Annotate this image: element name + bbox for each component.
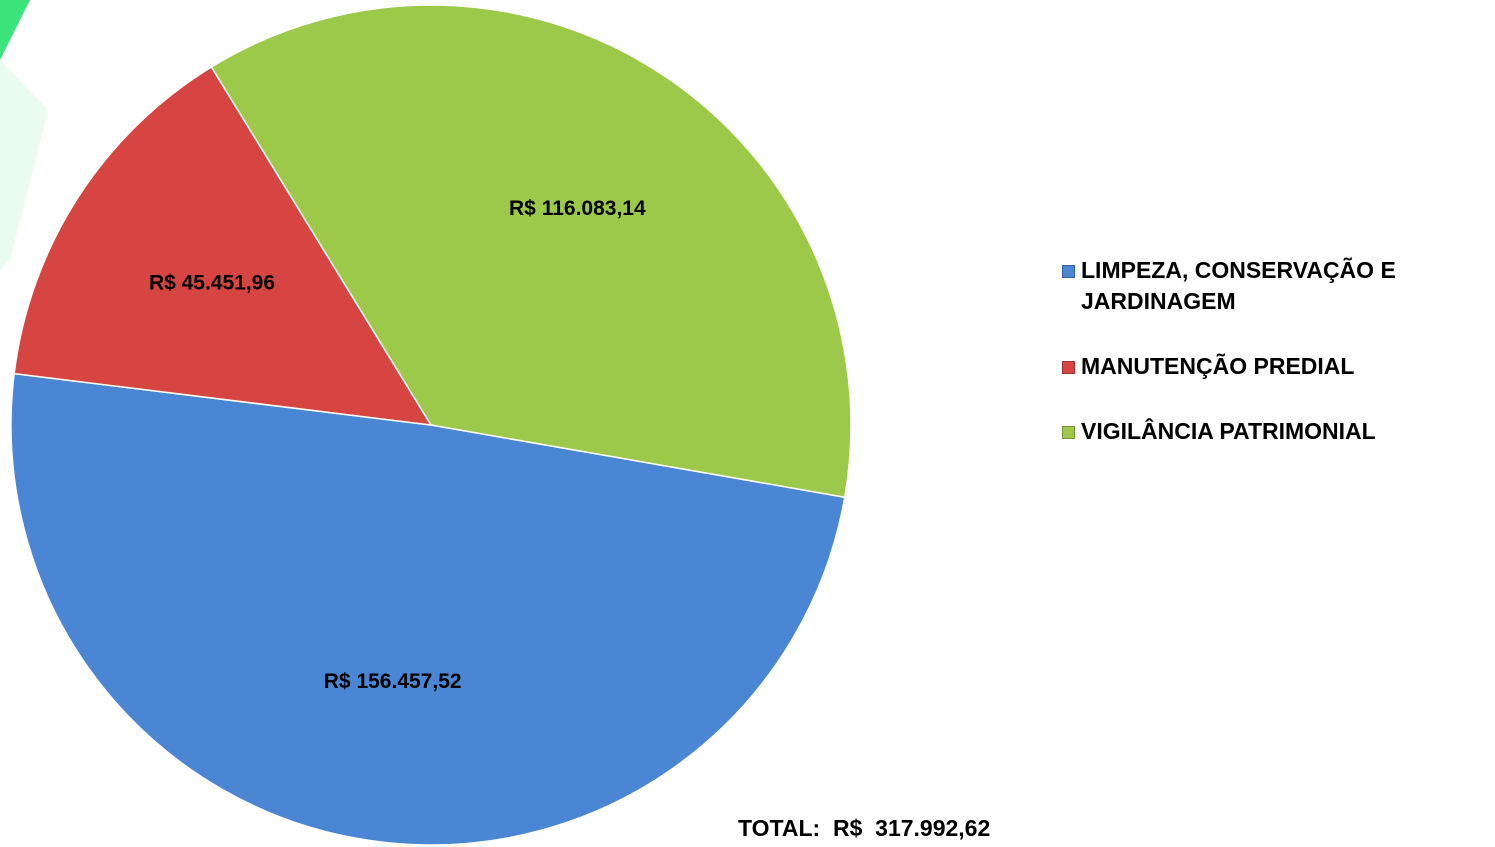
pie-slice	[210, 4, 852, 499]
legend-swatch	[1062, 265, 1075, 278]
data-label: R$ 116.083,14	[509, 197, 646, 220]
legend: LIMPEZA, CONSERVAÇÃO E JARDINAGEM MANUTEN…	[1062, 255, 1482, 481]
legend-label: VIGILÂNCIA PATRIMONIAL	[1081, 418, 1376, 444]
legend-item: MANUTENÇÃO PREDIAL	[1062, 351, 1482, 382]
legend-item: LIMPEZA, CONSERVAÇÃO E JARDINAGEM	[1062, 255, 1482, 317]
legend-item: VIGILÂNCIA PATRIMONIAL	[1062, 416, 1482, 447]
data-label: R$ 156.457,52	[324, 670, 462, 693]
legend-swatch	[1062, 361, 1075, 374]
total-annotation: TOTAL: R$ 317.992,62	[738, 815, 991, 841]
pie-slice	[13, 65, 433, 426]
data-label: R$ 45.451,96	[149, 272, 275, 295]
pie-slice	[10, 372, 846, 846]
decoration	[0, 0, 30, 60]
legend-label: LIMPEZA, CONSERVAÇÃO E JARDINAGEM	[1081, 257, 1396, 314]
decoration	[0, 60, 48, 270]
legend-label: MANUTENÇÃO PREDIAL	[1081, 353, 1355, 379]
legend-swatch	[1062, 426, 1075, 439]
